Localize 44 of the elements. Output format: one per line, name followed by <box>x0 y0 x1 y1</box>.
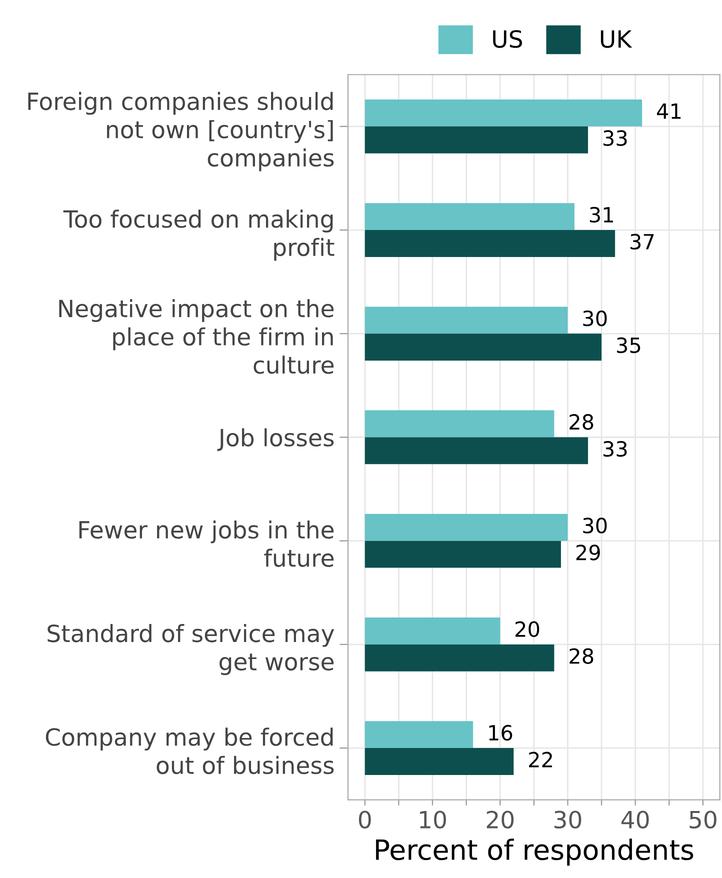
x-tick-label: 20 <box>486 810 514 829</box>
bar <box>364 540 561 568</box>
data-label: 41 <box>656 104 681 119</box>
y-tick-label: Company may be forced out of business <box>46 728 334 774</box>
data-label: 37 <box>630 234 654 250</box>
data-label: 30 <box>583 310 607 326</box>
data-label: 28 <box>570 414 594 430</box>
x-axis-title: Percent of respondents <box>376 838 694 866</box>
data-label: 31 <box>590 206 613 223</box>
data-label: 35 <box>617 337 640 354</box>
bar <box>364 126 588 154</box>
bar <box>364 748 514 775</box>
bar <box>364 514 568 541</box>
bar <box>364 334 602 361</box>
data-label: 22 <box>529 752 552 768</box>
bar <box>364 99 642 126</box>
data-label: 33 <box>603 441 627 457</box>
bar <box>364 721 474 748</box>
legend-label: UK <box>600 30 632 48</box>
y-tick-label: Too focused on making profit <box>63 210 334 261</box>
data-label: 20 <box>516 621 540 638</box>
y-tick-label: Negative impact on the place of the firm in culture <box>59 299 334 374</box>
x-tick-label: 30 <box>554 810 582 829</box>
bar <box>364 410 554 438</box>
x-tick-label: 40 <box>621 810 649 829</box>
data-label: 33 <box>603 130 627 146</box>
x-tick-label: 10 <box>420 810 446 829</box>
data-label: 29 <box>576 544 600 560</box>
y-tick-label: Job losses <box>217 428 334 451</box>
data-label: 16 <box>489 724 512 741</box>
bar <box>364 644 554 672</box>
y-tick-label: Foreign companies should not own [country's] companies <box>28 92 334 172</box>
x-tick-label: 50 <box>690 810 716 829</box>
bar <box>364 230 616 257</box>
bar <box>364 306 568 334</box>
bar <box>364 203 574 230</box>
bar <box>364 437 588 464</box>
data-label: 28 <box>570 648 594 664</box>
y-tick-label: Fewer new jobs in the future <box>79 520 334 567</box>
bar <box>364 618 500 644</box>
legend-label: US <box>493 30 522 48</box>
x-tick-label: 0 <box>358 810 371 829</box>
y-tick-label: Standard of service may get worse <box>48 624 334 676</box>
data-label: 30 <box>583 518 607 534</box>
